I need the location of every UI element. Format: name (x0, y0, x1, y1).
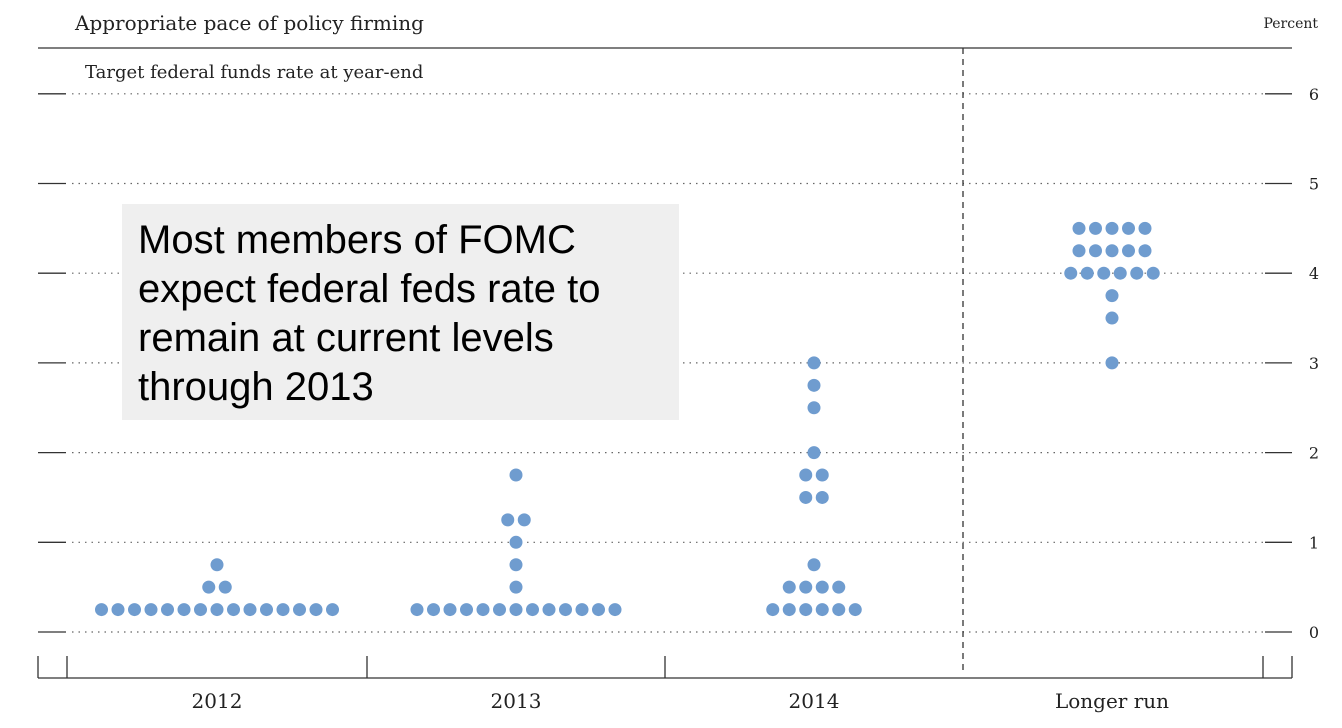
data-point (1072, 221, 1086, 235)
x-tick-label: 2012 (192, 689, 243, 713)
data-point (95, 603, 108, 617)
y-tick-label: 5 (1309, 175, 1319, 194)
data-point (559, 603, 572, 617)
data-point (493, 603, 506, 617)
data-point (177, 603, 191, 617)
data-point (1122, 244, 1135, 258)
data-point (766, 603, 780, 617)
data-point (782, 580, 796, 594)
data-point (1080, 266, 1094, 280)
data-point (815, 468, 829, 482)
data-point (1105, 289, 1119, 303)
data-point (1089, 221, 1102, 235)
data-point (1130, 266, 1144, 280)
data-point (1064, 266, 1078, 280)
chart-title: Appropriate pace of policy firming (74, 11, 424, 35)
data-point (501, 513, 515, 527)
data-point (309, 603, 323, 617)
data-point (476, 603, 490, 617)
data-point (1105, 244, 1119, 258)
data-point (410, 603, 424, 617)
data-point (1138, 221, 1152, 235)
data-point (509, 603, 523, 617)
data-point (194, 603, 207, 617)
data-point (1072, 244, 1086, 258)
data-point (832, 603, 846, 617)
data-point (293, 603, 306, 617)
data-point (260, 603, 273, 617)
x-tick-label: 2014 (789, 689, 840, 713)
data-point (807, 446, 821, 460)
data-point (608, 603, 622, 617)
annotation-text: Most members of FOMC expect federal feds… (138, 218, 601, 409)
data-point (815, 580, 829, 594)
y-tick-label: 4 (1309, 264, 1319, 283)
chart-subtitle: Target federal funds rate at year-end (85, 62, 423, 83)
data-point (575, 603, 589, 617)
data-point (202, 580, 216, 594)
data-point (218, 580, 232, 594)
data-point (1146, 266, 1160, 280)
data-point (799, 603, 813, 617)
data-point (526, 603, 539, 617)
data-point (815, 603, 829, 617)
y-tick-label: 0 (1309, 623, 1319, 642)
data-point (542, 603, 556, 617)
data-point (799, 468, 813, 482)
data-point (1113, 266, 1127, 280)
data-point (799, 490, 813, 504)
data-point (276, 603, 290, 617)
data-point (509, 580, 523, 594)
data-point (848, 603, 862, 617)
data-point (144, 603, 158, 617)
y-axis-label: Percent (1263, 16, 1318, 32)
data-point (517, 513, 531, 527)
data-point (509, 468, 523, 482)
x-tick-label: Longer run (1055, 689, 1169, 713)
data-point (210, 558, 224, 572)
y-tick-label: 3 (1309, 354, 1319, 373)
data-point (1097, 266, 1111, 280)
data-point (1122, 221, 1135, 235)
data-point (832, 580, 846, 594)
data-point (815, 490, 829, 504)
data-point (111, 603, 125, 617)
data-point (1089, 244, 1102, 258)
data-point (427, 603, 440, 617)
data-point (807, 378, 821, 392)
data-point (799, 580, 813, 594)
annotation-callout: Most members of FOMC expect federal feds… (122, 204, 679, 420)
data-point (782, 603, 796, 617)
data-point (1105, 356, 1119, 370)
data-point (509, 535, 523, 549)
data-point (227, 603, 240, 617)
data-point (509, 558, 523, 572)
data-point (592, 603, 605, 617)
data-point (443, 603, 457, 617)
y-tick-label: 6 (1309, 85, 1319, 104)
data-point (210, 603, 224, 617)
data-point (161, 603, 174, 617)
data-point (1138, 244, 1152, 258)
y-tick-label: 1 (1309, 533, 1319, 552)
data-point (807, 558, 821, 572)
data-point (807, 401, 821, 415)
data-point (460, 603, 473, 617)
data-point (1105, 221, 1119, 235)
data-point (807, 356, 821, 370)
data-point (243, 603, 257, 617)
data-point (128, 603, 141, 617)
x-tick-label: 2013 (491, 689, 542, 713)
y-tick-label: 2 (1309, 444, 1319, 463)
data-point (326, 603, 339, 617)
data-point (1105, 311, 1119, 325)
